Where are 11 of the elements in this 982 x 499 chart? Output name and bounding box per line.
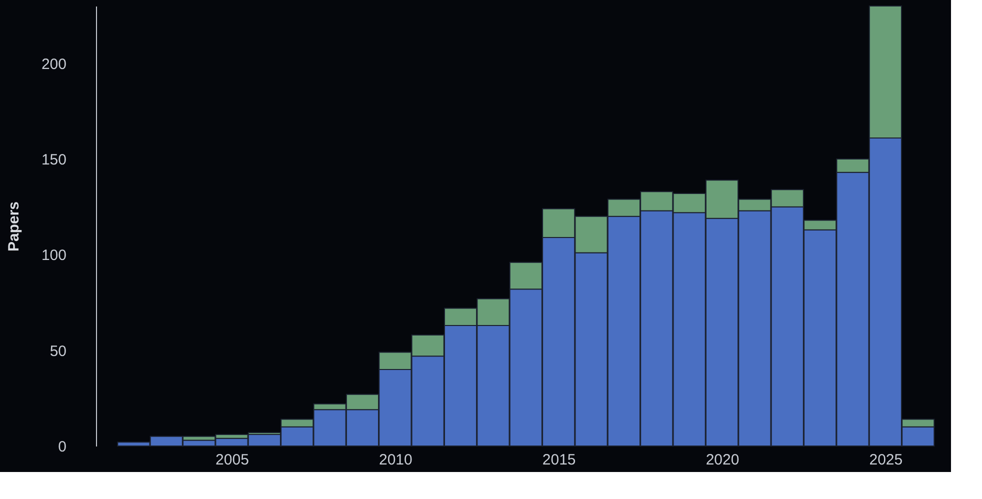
- x-tick-label: 2020: [706, 452, 740, 468]
- x-tick-label: 2010: [378, 452, 412, 468]
- x-tick-label: 2005: [216, 452, 249, 468]
- y-axis-title: Papers: [5, 201, 22, 252]
- y-tick-label: 150: [41, 152, 66, 169]
- x-tick-label: 2025: [869, 452, 903, 468]
- y-tick-label: 0: [58, 438, 66, 456]
- y-tick-label: 200: [41, 56, 66, 73]
- y-tick-label: 100: [41, 247, 66, 264]
- x-tick-label: 2015: [542, 452, 576, 468]
- y-tick-label: 50: [50, 342, 66, 360]
